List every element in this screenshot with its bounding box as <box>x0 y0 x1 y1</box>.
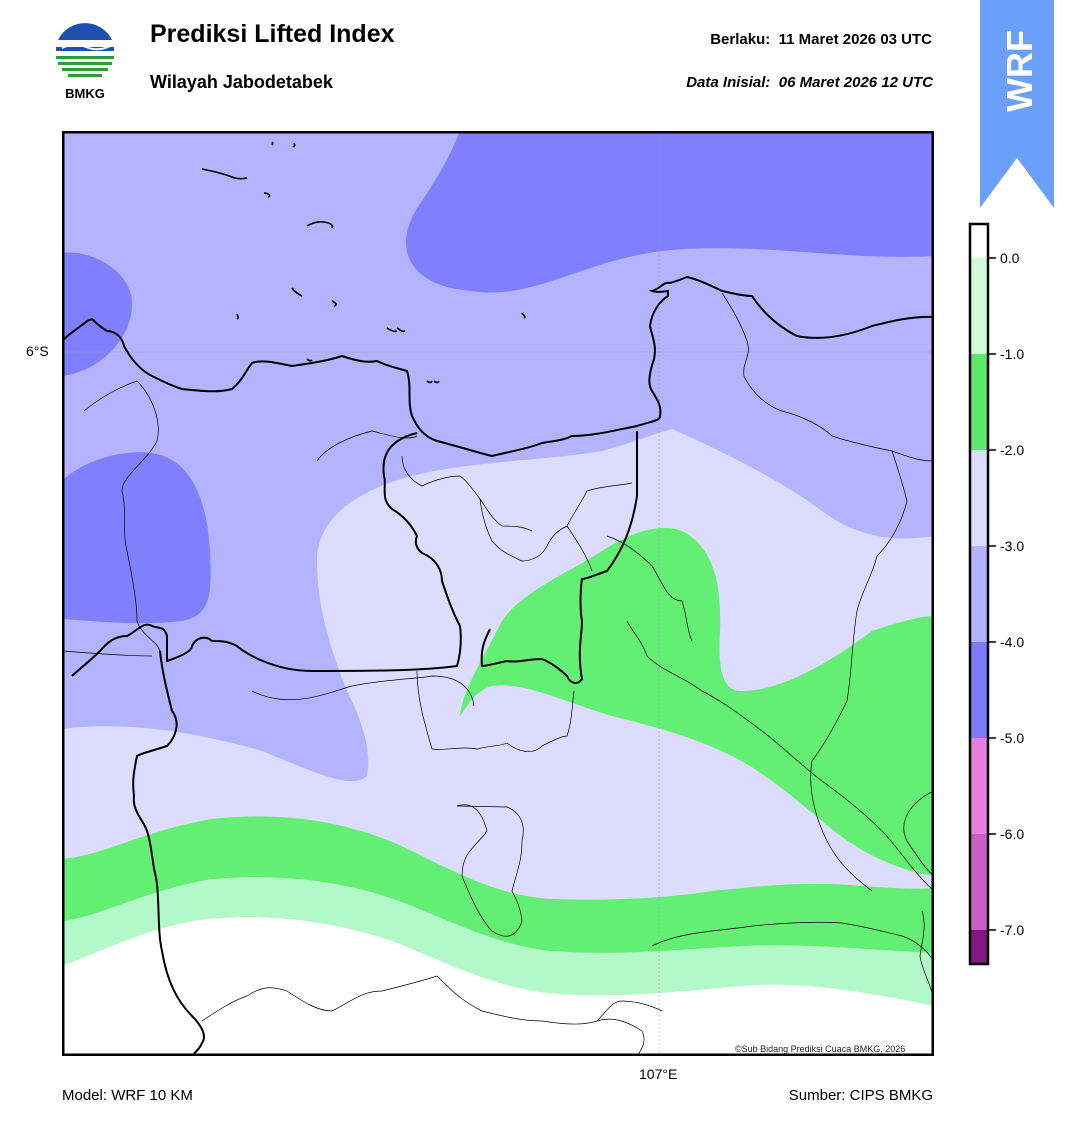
colorbar-band <box>970 354 988 450</box>
init-time: Data Inisial: 06 Maret 2026 12 UTC <box>686 74 933 91</box>
latitude-label: 6°S <box>26 343 49 359</box>
colorbar-band <box>970 546 988 642</box>
source-label: Sumber: CIPS BMKG <box>788 1087 933 1104</box>
zone-minus2-minus1-central <box>460 527 934 876</box>
zone-above-0 <box>62 917 934 1056</box>
wrf-badge: WRF <box>980 0 1054 208</box>
colorbar-band <box>970 930 988 964</box>
colorbar-tick-label: -7.0 <box>1000 922 1024 938</box>
colorbar-band <box>970 642 988 738</box>
lifted-index-map <box>62 131 934 1056</box>
colorbar-tick-label: -6.0 <box>1000 826 1024 842</box>
province-boundary-banten-jakarta <box>71 432 462 677</box>
province-boundary-west <box>132 650 205 1056</box>
longitude-label: 107°E <box>639 1066 678 1082</box>
colorbar-ticks: 0.0 -1.0 -2.0 -3.0 -4.0 -5.0 -6.0 -7.0 <box>988 250 1024 938</box>
colorbar-band <box>970 450 988 546</box>
colorbar-band <box>970 834 988 930</box>
colorbar-tick-label: -1.0 <box>1000 346 1024 362</box>
coastline <box>62 275 934 458</box>
wrf-badge-text: WRF <box>999 30 1040 112</box>
colorbar-tick-label: 0.0 <box>1000 250 1020 266</box>
page-title: Prediksi Lifted Index <box>150 20 395 48</box>
model-label: Model: WRF 10 KM <box>62 1087 193 1104</box>
colorbar-tick-label: -4.0 <box>1000 634 1024 650</box>
colorbar-band <box>970 258 988 354</box>
logo-text: BMKG <box>65 86 105 101</box>
colorbar-tick-label: -2.0 <box>1000 442 1024 458</box>
zone-below-minus4-northwest <box>62 252 133 376</box>
colorbar: 0.0 -1.0 -2.0 -3.0 -4.0 -5.0 -6.0 -7.0 <box>968 222 1024 966</box>
region-subtitle: Wilayah Jabodetabek <box>150 72 333 92</box>
bmkg-logo: BMKG <box>55 23 115 101</box>
copyright-credit: ©Sub Bidang Prediksi Cuaca BMKG, 2026 <box>735 1044 906 1054</box>
valid-time: Berlaku: 11 Maret 2026 03 UTC <box>710 31 932 48</box>
colorbar-tick-label: -5.0 <box>1000 730 1024 746</box>
islands <box>201 141 526 384</box>
zone-below-minus4-north <box>406 131 934 293</box>
province-boundary-jabar <box>480 431 638 684</box>
colorbar-band <box>970 738 988 834</box>
regency-boundaries <box>62 292 934 1056</box>
colorbar-bands <box>970 224 988 964</box>
colorbar-tick-label: -3.0 <box>1000 538 1024 554</box>
zone-below-minus4-west <box>62 452 211 624</box>
colorbar-band <box>970 224 988 258</box>
